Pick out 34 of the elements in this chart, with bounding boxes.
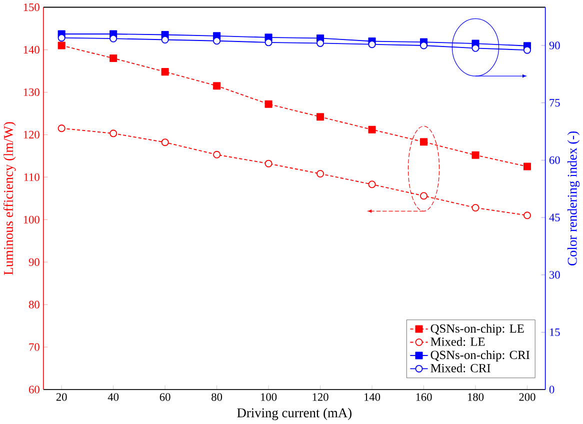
y-tick-label: 140 bbox=[24, 46, 40, 54]
y2-tick-label: 15 bbox=[550, 328, 560, 336]
x-tick-label: 140 bbox=[364, 393, 380, 402]
y2-tick-label: 75 bbox=[550, 99, 560, 107]
y2-tick-label: 30 bbox=[550, 271, 560, 279]
x-tick-label: 200 bbox=[519, 393, 536, 402]
y-tick-label: 130 bbox=[24, 88, 40, 96]
legend-label: QSNs-on-chip: LE bbox=[430, 324, 524, 336]
x-tick-label: 160 bbox=[416, 393, 432, 402]
legend-label: Mixed: LE bbox=[430, 337, 485, 346]
y2-tick-label: 45 bbox=[549, 214, 560, 222]
y-tick-label: 90 bbox=[28, 258, 40, 266]
y2-axis-title: Color rendering index (-) bbox=[567, 132, 580, 266]
y2-tick-label: 0 bbox=[549, 386, 554, 394]
x-tick-label: 180 bbox=[468, 393, 484, 402]
x-tick-label: 120 bbox=[312, 393, 328, 402]
x-tick-label: 100 bbox=[261, 393, 277, 402]
y-tick-label: 120 bbox=[24, 131, 40, 139]
y2-tick-label: 90 bbox=[549, 42, 560, 50]
legend-label: QSNs-on-chip: CRI bbox=[430, 350, 530, 362]
x-tick-label: 60 bbox=[160, 393, 170, 402]
y-axis-title: Luminous efficiency (lm/W) bbox=[3, 122, 16, 276]
x-tick-label: 80 bbox=[212, 393, 222, 402]
y-tick-label: 110 bbox=[24, 174, 40, 182]
y-tick-label: 100 bbox=[24, 216, 40, 224]
x-axis-title: Driving current (mA) bbox=[237, 408, 352, 420]
y-tick-label: 150 bbox=[24, 4, 40, 12]
y-tick-label: 70 bbox=[29, 343, 40, 352]
x-tick-label: 40 bbox=[108, 393, 119, 402]
y2-tick-label: 60 bbox=[549, 156, 560, 164]
legend-label: Mixed: CRI bbox=[430, 364, 490, 373]
y-tick-label: 60 bbox=[28, 386, 40, 394]
x-tick-label: 20 bbox=[56, 393, 67, 402]
y-tick-label: 80 bbox=[28, 301, 40, 309]
